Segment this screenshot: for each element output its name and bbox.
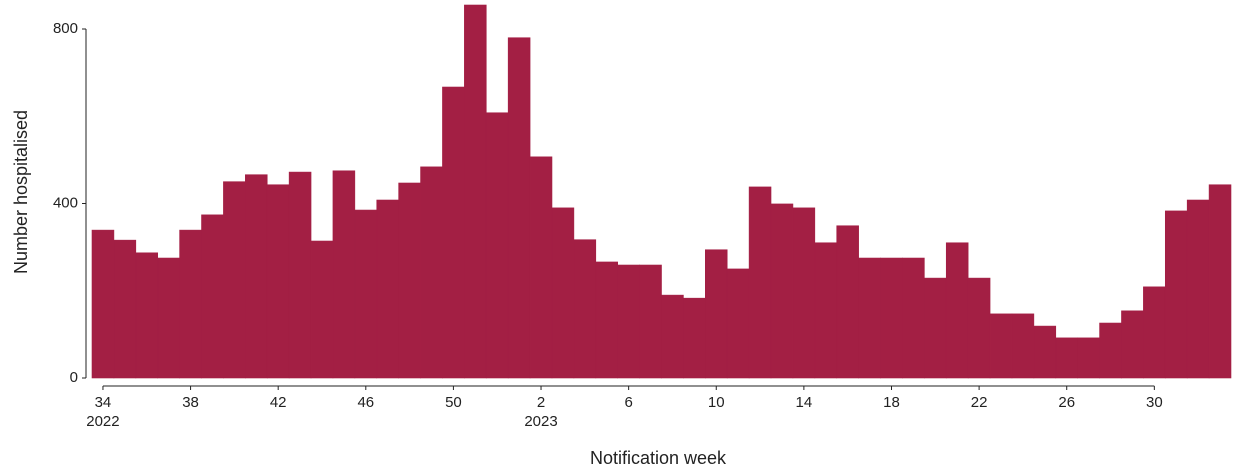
bar	[858, 257, 881, 379]
bar	[945, 242, 969, 379]
bar	[529, 156, 553, 379]
bar	[376, 199, 399, 379]
bar	[1143, 286, 1166, 379]
x-tick-label: 22	[971, 394, 988, 411]
bar	[288, 171, 312, 379]
bar	[595, 261, 618, 379]
bar	[157, 257, 180, 379]
x-year-label: 2022	[86, 413, 119, 430]
x-tick-label: 6	[624, 394, 632, 411]
bar	[967, 277, 991, 379]
bar	[179, 229, 202, 379]
x-tick-label: 18	[883, 394, 900, 411]
bar	[836, 225, 859, 379]
bar	[770, 203, 794, 379]
bar	[91, 229, 115, 379]
x-tick-label: 42	[270, 394, 287, 411]
bar	[310, 240, 334, 379]
bar	[792, 207, 816, 379]
bar	[683, 297, 706, 379]
bar	[1055, 337, 1078, 379]
bar	[924, 277, 947, 379]
bar	[1011, 313, 1035, 379]
x-tick-label: 34	[95, 394, 112, 411]
y-tick-label: 800	[53, 20, 78, 37]
bar	[989, 313, 1013, 379]
bar	[354, 209, 378, 379]
bar	[113, 239, 137, 379]
x-axis-title: Notification week	[590, 448, 727, 468]
x-year-label: 2023	[524, 413, 557, 430]
bar	[880, 257, 903, 379]
bar	[223, 181, 246, 379]
x-tick-label: 30	[1146, 394, 1163, 411]
x-tick-label: 26	[1058, 394, 1075, 411]
bar	[442, 86, 465, 379]
y-tick-label: 0	[70, 369, 78, 386]
x-tick-label: 38	[182, 394, 199, 411]
bar	[1077, 337, 1100, 379]
y-tick-label: 400	[53, 194, 78, 211]
bar	[726, 268, 750, 379]
bar	[507, 37, 531, 379]
bar	[1099, 322, 1122, 379]
y-axis-title: Number hospitalised	[11, 110, 31, 274]
bar	[485, 112, 509, 379]
bar	[201, 214, 224, 379]
bar	[661, 294, 684, 379]
bar	[1208, 184, 1232, 379]
bar	[1033, 325, 1057, 379]
bar	[135, 252, 159, 379]
bar	[245, 174, 268, 379]
bar	[639, 264, 662, 379]
bar	[1121, 310, 1144, 379]
bar	[420, 166, 443, 379]
x-tick-label: 50	[445, 394, 462, 411]
bar	[464, 4, 487, 379]
bar	[573, 239, 597, 379]
x-tick-label: 2	[537, 394, 545, 411]
bar	[617, 264, 640, 379]
bar	[748, 186, 772, 379]
bar	[398, 182, 421, 379]
x-tick-label: 46	[357, 394, 374, 411]
bar	[266, 184, 290, 379]
bar	[551, 207, 575, 379]
bar	[814, 242, 838, 379]
bar	[1186, 199, 1210, 379]
x-tick-label: 10	[708, 394, 725, 411]
bar	[705, 249, 728, 379]
bar	[332, 170, 356, 379]
bar	[1164, 210, 1188, 379]
x-tick-label: 14	[796, 394, 813, 411]
bar	[902, 257, 925, 379]
